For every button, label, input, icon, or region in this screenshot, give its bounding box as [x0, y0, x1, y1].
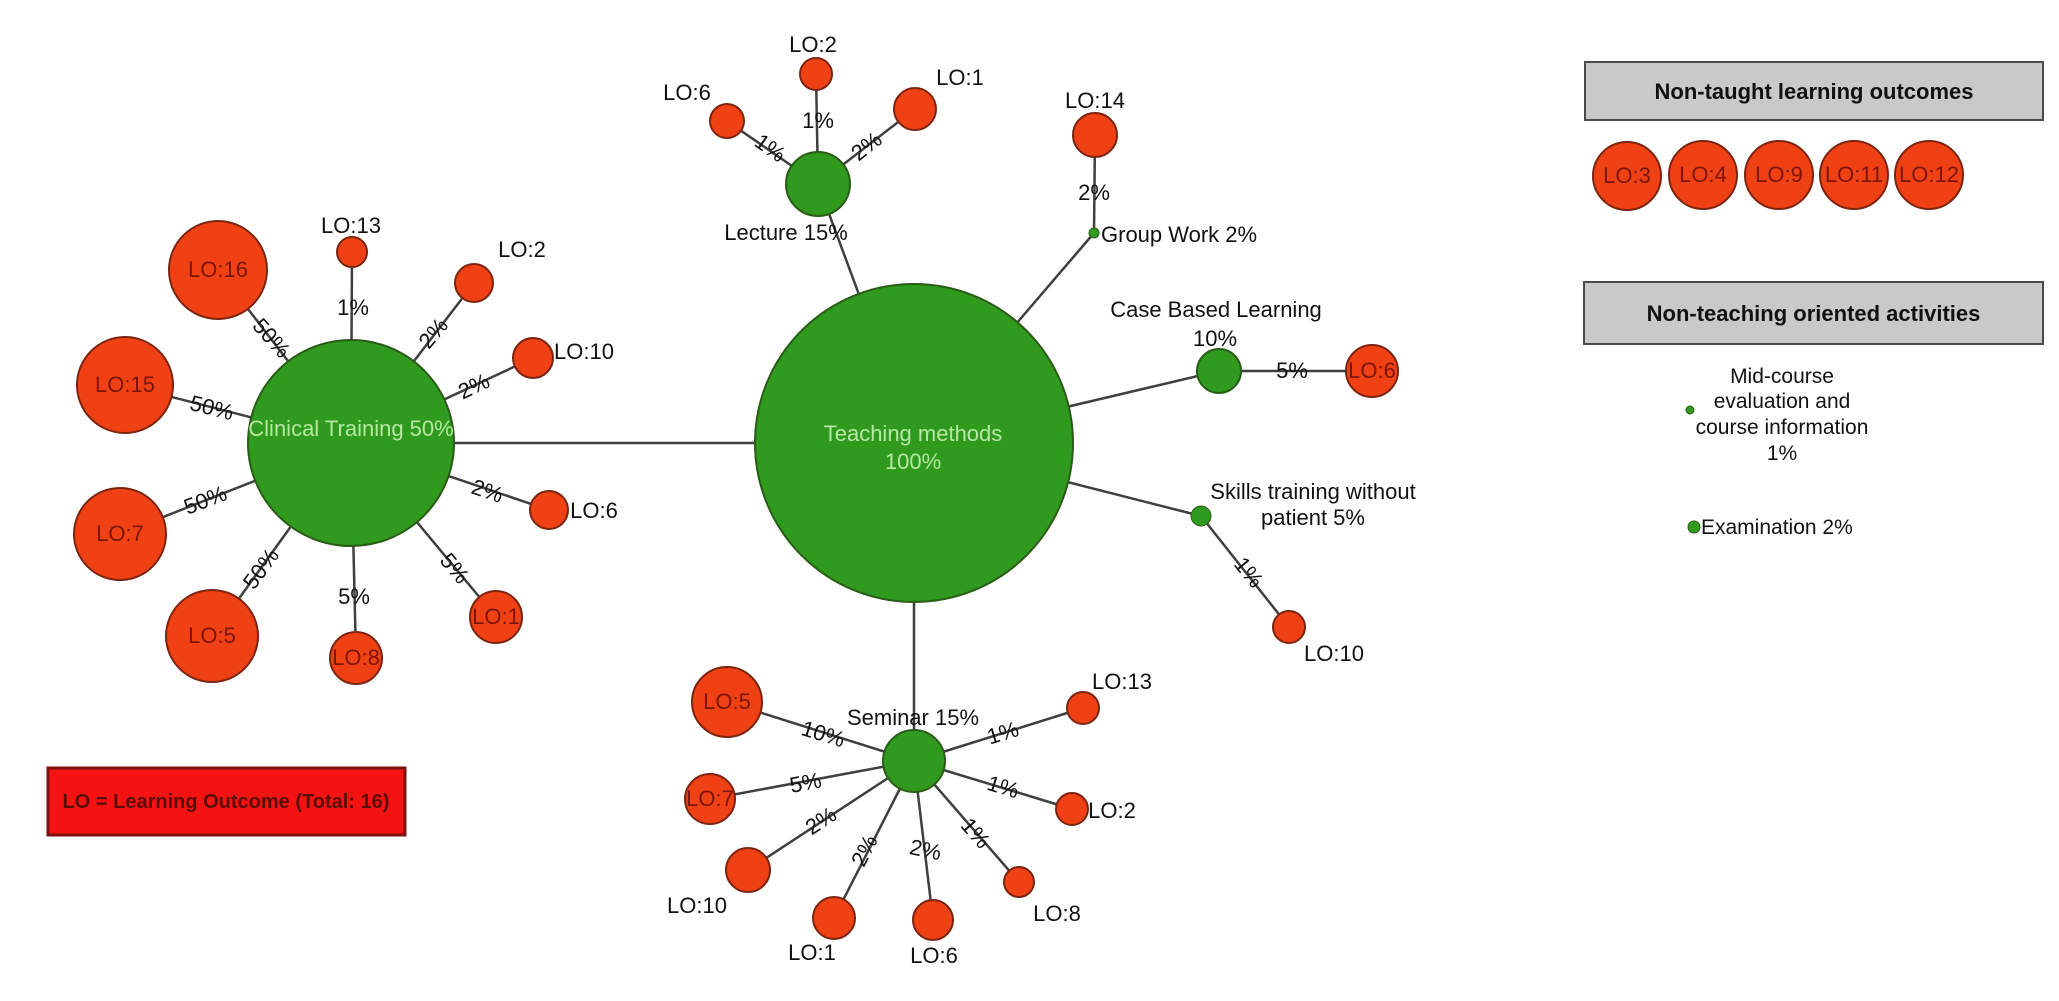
- edge-seminar-s10: [747, 759, 915, 872]
- outcome-node-s13: [1066, 691, 1100, 725]
- node-label-p12-0: LO:12: [1899, 162, 1959, 187]
- edge-label-seminar-s7: 5%: [788, 767, 824, 798]
- outcome-node-cb6: [1345, 344, 1399, 398]
- node-label-s5-0: LO:5: [703, 689, 751, 714]
- node-label-cb6-0: LO:6: [1348, 358, 1396, 383]
- node-label-p9-0: LO:9: [1755, 162, 1803, 187]
- node-label-l6-0: LO:6: [663, 80, 711, 105]
- node-label-c10-0: LO:10: [554, 339, 614, 364]
- edge-label-lecture-l2: 1%: [802, 108, 834, 133]
- non-teaching-header-box: [1583, 281, 2044, 345]
- node-label-c5-0: LO:5: [188, 623, 236, 648]
- method-node-groupwork: [1088, 227, 1100, 239]
- edge-label-groupwork-gw14: 2%: [1078, 180, 1110, 205]
- node-label-c2-0: LO:2: [498, 237, 546, 262]
- edge-skills-sk10: [1200, 515, 1290, 628]
- outcome-node-p4: [1668, 140, 1738, 210]
- method-node-lecture: [785, 151, 851, 217]
- node-label-gw14-0: LO:14: [1065, 88, 1125, 113]
- mid-course-evaluation-dot: [1685, 405, 1695, 415]
- node-label-l1-0: LO:1: [936, 65, 984, 90]
- mid-course-evaluation-label-3: 1%: [1767, 442, 1797, 465]
- outcome-node-c15: [76, 336, 174, 434]
- edge-seminar-s7: [709, 759, 915, 801]
- method-node-teaching: [754, 283, 1074, 603]
- non-taught-header-title: Non-taught learning outcomes: [1655, 79, 1974, 104]
- outcome-node-s10: [725, 847, 771, 893]
- outcome-node-c7: [73, 487, 167, 581]
- edge-label-clinical-c8: 5%: [338, 584, 370, 609]
- outcome-node-p3: [1592, 141, 1662, 211]
- node-label-cbl-0: Case Based Learning: [1110, 297, 1322, 322]
- outcome-node-s2: [1055, 792, 1089, 826]
- node-label-p11-0: LO:11: [1825, 162, 1883, 187]
- outcome-node-l6: [709, 103, 745, 139]
- outcome-node-c8: [329, 631, 383, 685]
- node-label-c16-0: LO:16: [188, 257, 248, 282]
- node-label-s6-0: LO:6: [910, 943, 958, 968]
- node-label-s13-0: LO:13: [1092, 669, 1152, 694]
- node-label-teaching-1: 100%: [885, 449, 941, 474]
- mid-course-evaluation-label-1: evaluation and: [1714, 390, 1851, 413]
- outcome-node-l1: [893, 87, 937, 131]
- node-label-sk10-0: LO:10: [1304, 641, 1364, 666]
- node-label-s7-0: LO:7: [686, 786, 734, 811]
- outcome-node-sk10: [1272, 610, 1306, 644]
- outcome-node-s6: [912, 899, 954, 941]
- node-label-skills-0: Skills training without: [1210, 479, 1415, 504]
- legend-text: LO = Learning Outcome (Total: 16): [63, 791, 390, 813]
- node-label-s10-0: LO:10: [667, 893, 727, 918]
- outcome-node-c16: [168, 220, 268, 320]
- mid-course-evaluation-label-2: course information: [1696, 416, 1869, 439]
- node-label-s1-0: LO:1: [788, 940, 836, 965]
- node-label-l2-0: LO:2: [789, 32, 837, 57]
- outcome-node-s1: [812, 896, 856, 940]
- node-label-s2-0: LO:2: [1088, 798, 1136, 823]
- node-label-c13-0: LO:13: [321, 213, 381, 238]
- node-label-c6-0: LO:6: [570, 498, 618, 523]
- node-label-skills-1: patient 5%: [1261, 505, 1365, 530]
- outcome-node-gw14: [1072, 112, 1118, 158]
- node-label-c7-0: LO:7: [96, 521, 144, 546]
- outcome-node-c5: [165, 589, 259, 683]
- node-label-p4-0: LO:4: [1679, 162, 1727, 187]
- method-node-skills: [1190, 505, 1212, 527]
- edge-label-cbl-cb6: 5%: [1276, 358, 1308, 383]
- outcome-node-s8: [1003, 866, 1035, 898]
- outcome-node-c2: [454, 263, 494, 303]
- outcome-node-c13: [336, 236, 368, 268]
- method-node-clinical: [247, 339, 455, 547]
- edge-label-clinical-c13: 1%: [337, 295, 369, 320]
- node-label-s8-0: LO:8: [1033, 901, 1081, 926]
- method-node-cbl: [1196, 348, 1242, 394]
- outcome-node-p11: [1819, 140, 1889, 210]
- outcome-node-l2: [799, 57, 833, 91]
- node-label-cbl-1: 10%: [1193, 326, 1237, 351]
- node-label-c8-0: LO:8: [332, 645, 380, 670]
- node-label-clinical-0: Clinical Training 50%: [248, 416, 453, 441]
- node-label-seminar-0: Seminar 15%: [847, 705, 979, 730]
- outcome-node-p9: [1744, 140, 1814, 210]
- examination-dot: [1687, 520, 1701, 534]
- method-node-seminar: [882, 729, 946, 793]
- outcome-node-c1: [469, 590, 523, 644]
- mid-course-evaluation-label-0: Mid-course: [1730, 365, 1834, 388]
- node-label-lecture-0: Lecture 15%: [724, 220, 848, 245]
- examination-label-0: Examination 2%: [1701, 516, 1853, 539]
- outcome-node-c10: [512, 337, 554, 379]
- outcome-node-p12: [1894, 140, 1964, 210]
- outcome-node-s7: [684, 773, 736, 825]
- non-taught-header-box: [1584, 61, 2044, 121]
- node-label-c1-0: LO:1: [472, 604, 520, 629]
- node-label-groupwork-0: Group Work 2%: [1101, 222, 1257, 247]
- node-label-teaching-0: Teaching methods: [824, 421, 1003, 446]
- outcome-node-c6: [529, 490, 569, 530]
- non-teaching-header-title: Non-teaching oriented activities: [1647, 301, 1981, 326]
- node-label-c15-0: LO:15: [95, 372, 155, 397]
- outcome-node-s5: [691, 666, 763, 738]
- legend-box: [46, 766, 407, 837]
- node-label-p3-0: LO:3: [1603, 163, 1651, 188]
